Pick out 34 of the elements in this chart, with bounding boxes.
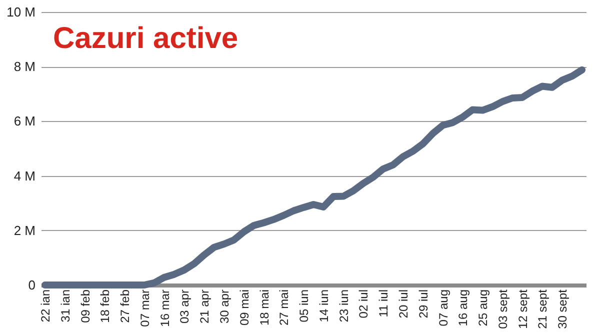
x-tick-label: 18 mai <box>257 290 272 326</box>
x-tick-label: 14 iun <box>316 290 331 322</box>
chart-title: Cazuri active <box>53 22 238 55</box>
x-tick-label: 22 ian <box>38 290 52 322</box>
x-tick-label: 12 sept <box>516 288 530 329</box>
x-tick-label: 25 aug <box>476 290 490 326</box>
x-tick-label: 03 sept <box>496 288 510 329</box>
x-tick-label: 07 mar <box>138 290 152 327</box>
x-tick-label: 16 aug <box>456 290 470 326</box>
x-tick-label: 27 feb <box>118 289 132 323</box>
x-tick-label: 16 mar <box>158 290 172 327</box>
x-tick-label: 20 iul <box>396 290 411 318</box>
x-tick-label: 21 apr <box>198 290 212 324</box>
y-tick-label: 6 M <box>14 114 36 129</box>
x-tick-label: 18 feb <box>98 289 112 323</box>
x-tick-label: 11 iul <box>376 290 391 318</box>
x-tick-label: 03 apr <box>178 290 192 324</box>
y-tick-label: 4 M <box>14 168 36 184</box>
x-tick-label: 30 apr <box>217 290 232 324</box>
y-tick-label: 2 M <box>14 222 36 238</box>
x-tick-label: 21 sept <box>536 288 550 329</box>
x-tick-label: 29 iul <box>416 290 430 318</box>
x-tick-label: 07 aug <box>436 290 450 326</box>
x-tick-label: 09 mai <box>237 290 252 326</box>
x-tick-label: 27 mai <box>277 290 292 326</box>
x-tick-label: 23 iun <box>336 290 351 322</box>
y-tick-label: 0 <box>28 278 36 292</box>
x-tick-label: 02 iul <box>356 290 371 318</box>
x-tick-label: 05 iun <box>297 290 312 322</box>
x-tick-label: 09 feb <box>78 289 92 323</box>
x-tick-label: 30 sept <box>556 288 570 329</box>
x-tick-label: 31 ian <box>58 290 72 322</box>
y-tick-label: 8 M <box>14 59 36 74</box>
y-tick-label: 10 M <box>6 4 36 20</box>
